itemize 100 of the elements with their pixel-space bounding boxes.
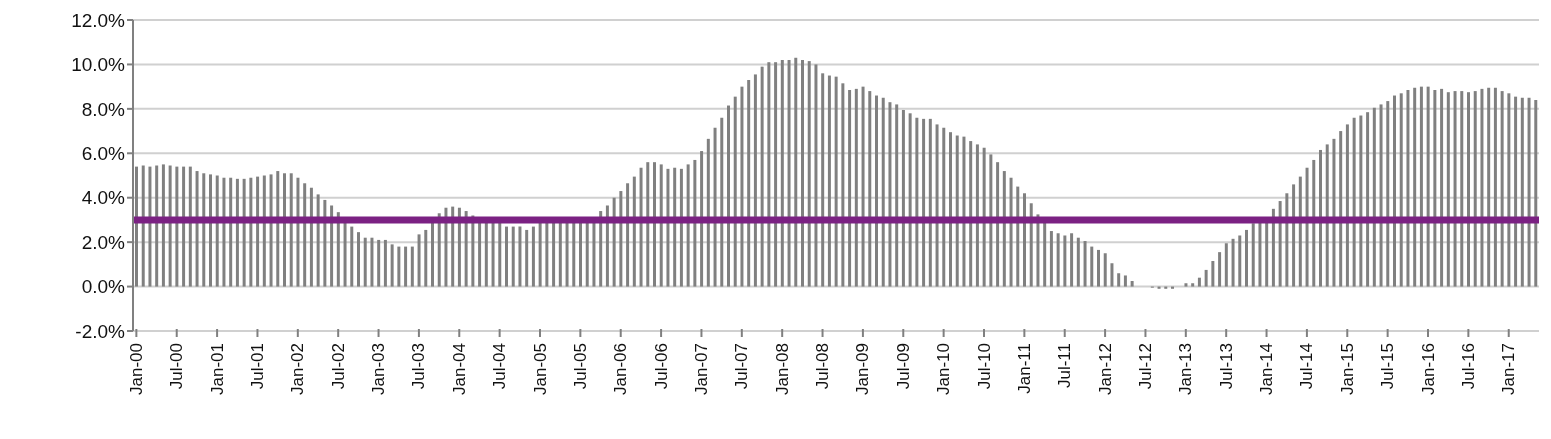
bar <box>1298 176 1302 287</box>
bar <box>141 165 145 287</box>
bar <box>1332 138 1336 287</box>
x-tick-label: Jul-05 <box>570 343 590 390</box>
bar <box>1426 86 1430 287</box>
bar <box>1271 208 1275 287</box>
bar <box>1285 193 1289 287</box>
bar <box>471 215 475 287</box>
bar <box>1507 93 1511 287</box>
bar <box>404 246 408 287</box>
x-tick-label: Jul-03 <box>409 343 429 390</box>
y-tick-label: -2.0% <box>75 320 126 342</box>
x-tick-label: Jul-08 <box>813 343 833 390</box>
bar <box>646 162 650 287</box>
x-tick-label: Jan-08 <box>772 343 792 395</box>
bar <box>202 173 206 287</box>
bar <box>175 166 179 287</box>
x-tick-label: Jul-06 <box>651 343 671 390</box>
bar <box>383 239 387 287</box>
bar <box>1467 92 1470 287</box>
bar <box>242 178 246 287</box>
bar <box>1325 144 1329 287</box>
bar <box>834 76 838 287</box>
bar <box>639 167 643 287</box>
bar <box>256 176 260 287</box>
bar <box>296 177 300 287</box>
bar <box>182 166 186 287</box>
bar <box>424 229 428 287</box>
bar <box>1197 277 1201 287</box>
x-tick-label: Jan-05 <box>530 343 550 395</box>
bar <box>538 222 542 287</box>
bar <box>1305 167 1309 287</box>
bar <box>747 79 751 287</box>
bar <box>1056 233 1060 287</box>
x-tick-label: Jul-01 <box>247 343 267 390</box>
x-tick-label: Jan-16 <box>1418 343 1438 395</box>
bar <box>1029 203 1033 287</box>
bar <box>417 234 421 287</box>
bar <box>303 183 307 287</box>
bar <box>1238 235 1242 287</box>
bar <box>1076 237 1080 287</box>
bar <box>841 83 845 287</box>
x-tick-label: Jan-13 <box>1176 343 1196 395</box>
bar <box>1514 96 1518 287</box>
bar <box>780 59 784 287</box>
bar <box>619 191 623 287</box>
bar <box>605 205 609 287</box>
bar <box>525 229 529 287</box>
bar <box>1500 91 1504 287</box>
x-tick-label: Jul-12 <box>1135 343 1155 390</box>
bar <box>700 151 704 287</box>
bar <box>632 176 636 287</box>
bar <box>1292 184 1296 287</box>
x-tick-label: Jul-09 <box>893 343 913 390</box>
x-tick-label: Jan-06 <box>611 343 631 395</box>
bar <box>1251 223 1255 287</box>
x-tick-label: Jan-11 <box>1014 343 1034 394</box>
x-tick-label: Jan-09 <box>853 343 873 395</box>
x-tick-label: Jan-00 <box>126 343 146 395</box>
bar <box>262 175 266 287</box>
bar <box>875 95 878 287</box>
bar <box>323 199 327 287</box>
x-tick-label: Jan-07 <box>691 343 711 395</box>
bar <box>1487 87 1491 287</box>
bar <box>1123 275 1127 287</box>
bar <box>955 135 959 287</box>
bar <box>908 113 912 287</box>
bar <box>962 136 966 287</box>
bar <box>1097 249 1100 287</box>
bar <box>821 73 825 287</box>
bar <box>1520 97 1524 287</box>
bar <box>330 205 334 287</box>
bar <box>901 109 905 287</box>
x-tick-label: Jul-16 <box>1458 343 1478 390</box>
bar <box>1446 92 1450 287</box>
bar <box>1110 263 1114 287</box>
bar <box>1379 104 1383 287</box>
bar <box>969 141 973 287</box>
bar <box>1231 238 1235 287</box>
bar <box>1049 231 1053 287</box>
bar <box>706 138 710 287</box>
bar <box>1480 88 1484 287</box>
bar <box>807 61 811 287</box>
y-tick-label: 10.0% <box>71 54 126 76</box>
bar <box>309 187 313 287</box>
bar <box>1063 235 1067 287</box>
bar <box>1352 117 1356 287</box>
y-tick-label: 12.0% <box>71 9 126 31</box>
bar <box>599 211 603 287</box>
bar <box>1393 95 1396 287</box>
x-tick-label: Jan-01 <box>207 343 227 395</box>
x-tick-label: Jul-15 <box>1378 343 1398 390</box>
bar <box>733 96 737 287</box>
bar <box>774 62 778 287</box>
bar <box>1204 269 1208 287</box>
bar <box>1534 99 1538 287</box>
bar <box>1023 193 1026 287</box>
x-tick-label: Jul-10 <box>974 343 994 390</box>
bar <box>942 127 946 287</box>
bar <box>720 117 724 287</box>
